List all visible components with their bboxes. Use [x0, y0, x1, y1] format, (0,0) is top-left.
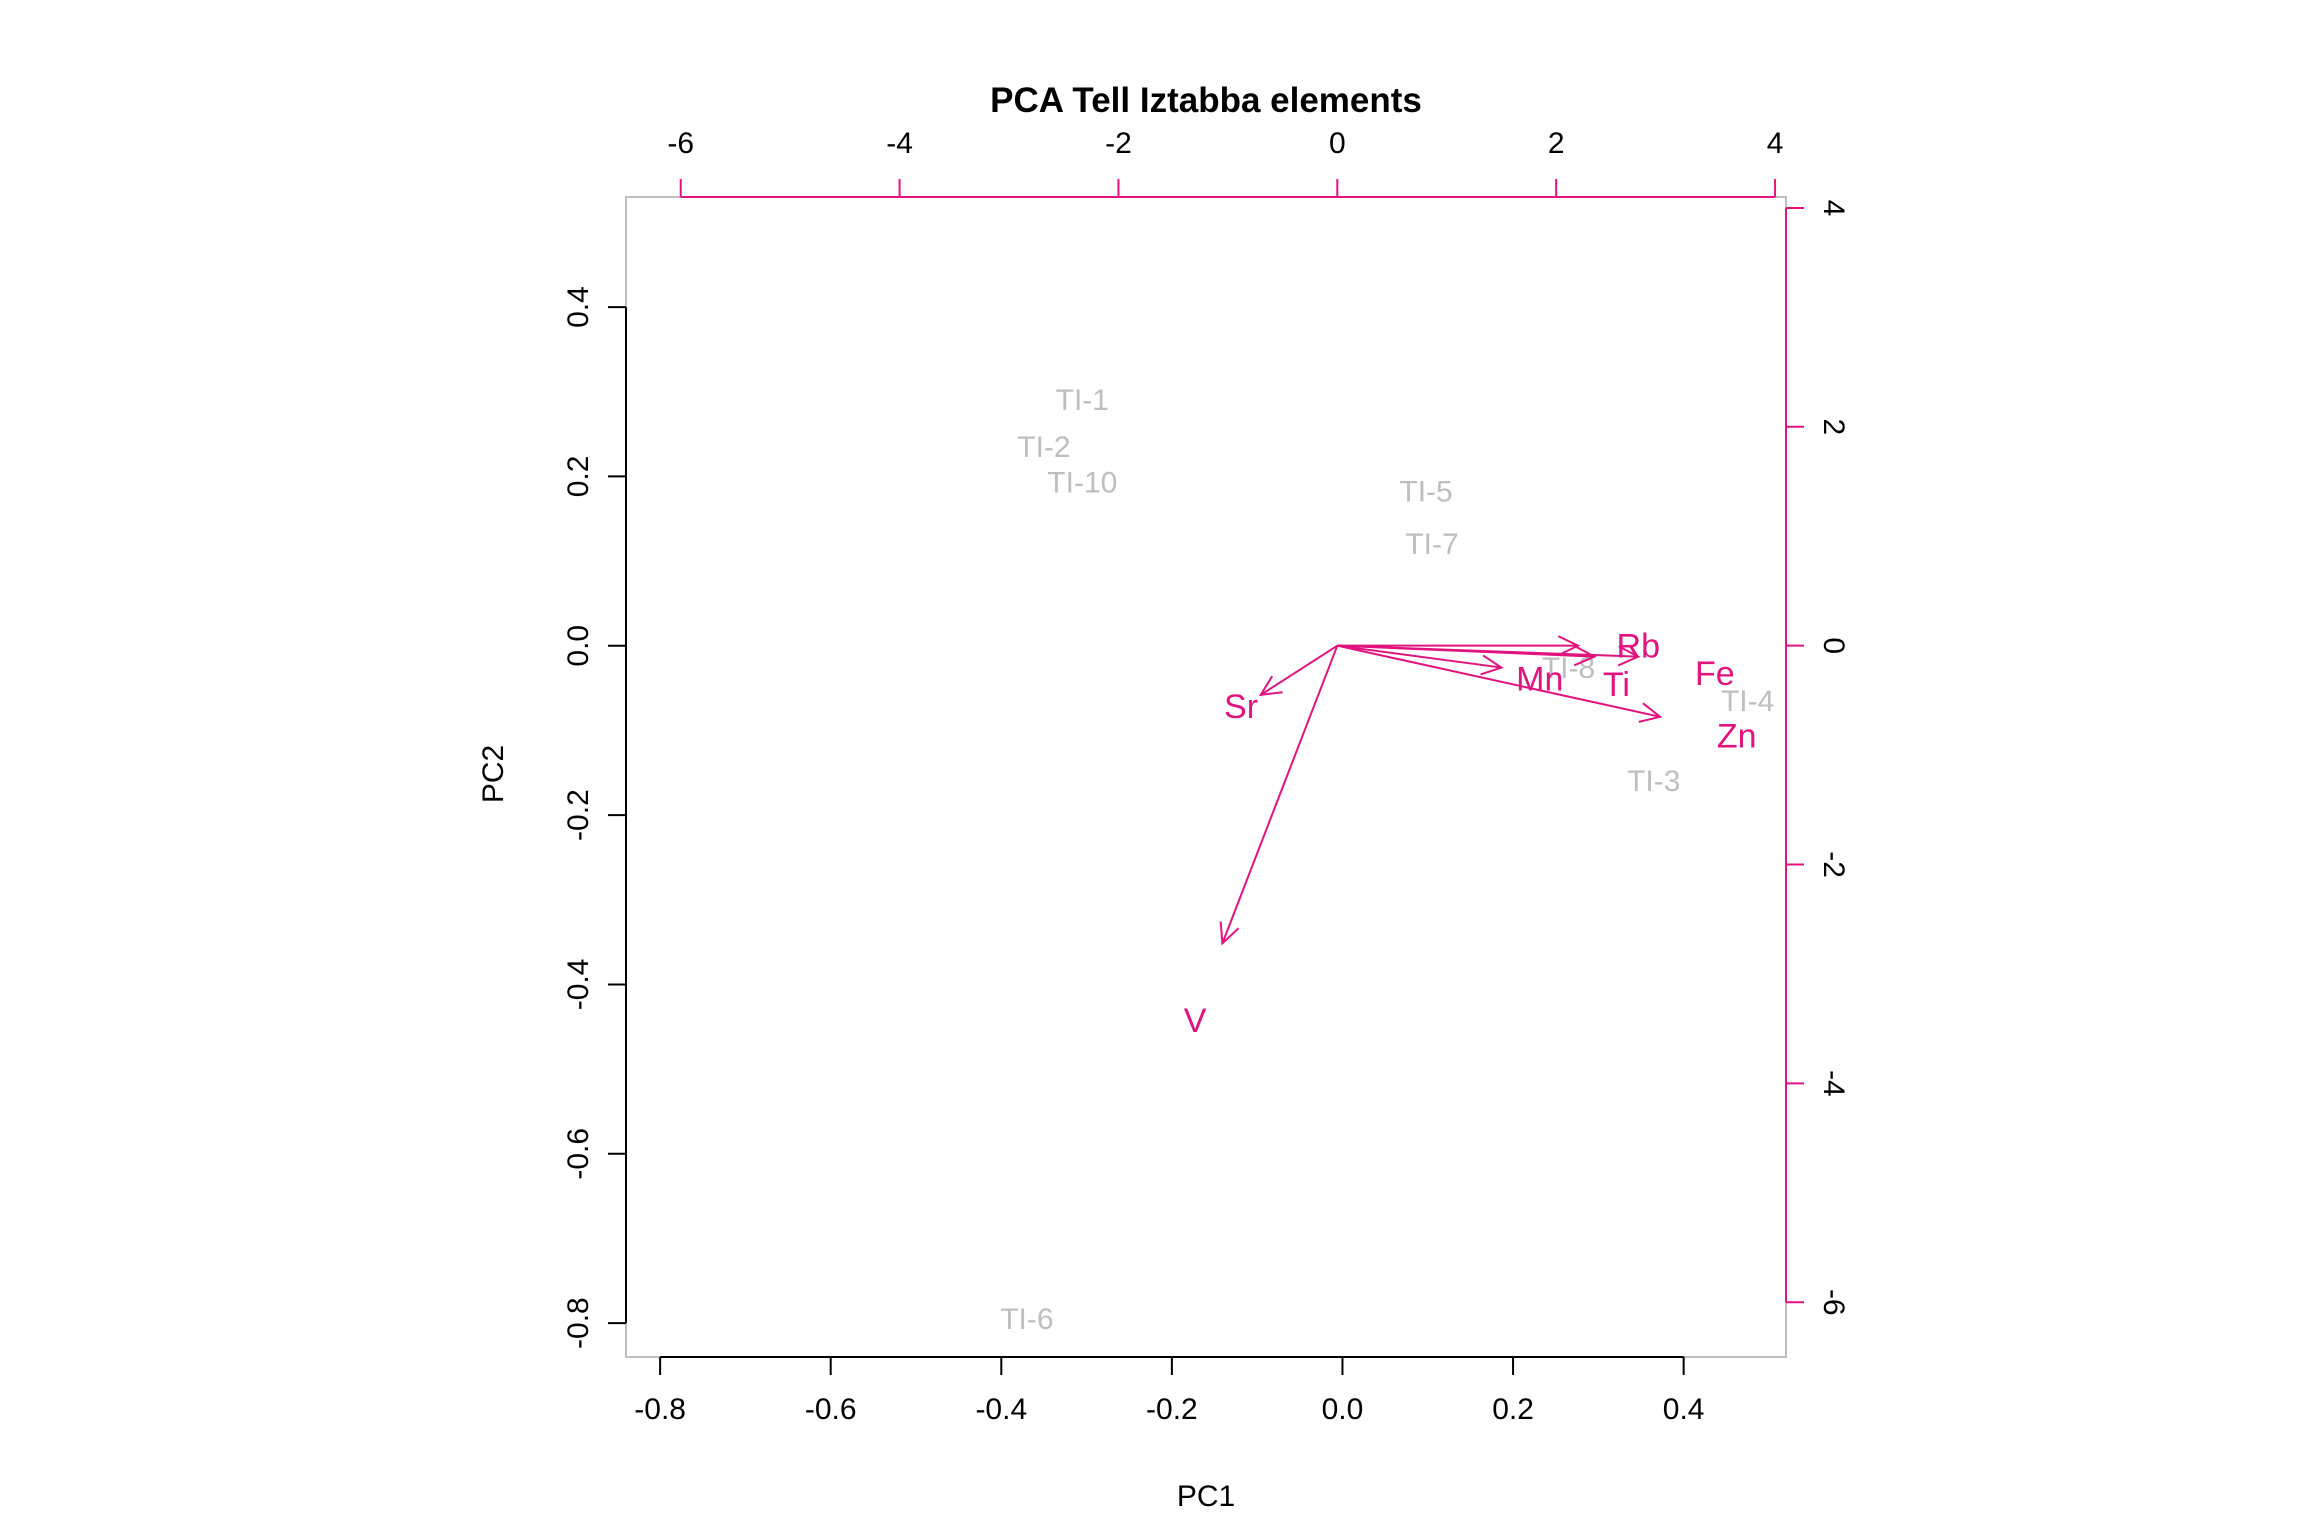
- top-tick-label: -4: [886, 127, 913, 160]
- loading-label: Sr: [1224, 688, 1258, 726]
- top-tick-label: -6: [667, 127, 694, 160]
- y-tick-label: 0.0: [562, 625, 595, 667]
- observation-labels: TI-1TI-2TI-10 TI-5TI-7TI-8TI-4TI-3TI-6: [1000, 384, 1774, 1336]
- observation-label: TI-5: [1399, 476, 1452, 509]
- observation-label: TI-4: [1721, 685, 1774, 718]
- y-tick-label: -0.6: [562, 1128, 595, 1180]
- arrow-head: [1219, 921, 1240, 946]
- loading-label: Mn: [1516, 661, 1563, 699]
- arrow-head: [1617, 645, 1641, 667]
- x-tick-label: 0.0: [1322, 1393, 1364, 1426]
- right-tick-label: 2: [1817, 418, 1850, 435]
- observation-label: TI-2: [1017, 431, 1070, 464]
- loading-label: Rb: [1617, 628, 1660, 666]
- x-tick-label: -0.2: [1146, 1393, 1198, 1426]
- loading-label: Ti: [1603, 666, 1630, 704]
- x-axis-top: -6 -4 -2 0 2 4: [667, 127, 1784, 198]
- loading-label: Fe: [1695, 655, 1735, 693]
- loading-arrows: [1219, 635, 1663, 946]
- y-tick-label: -0.2: [562, 789, 595, 841]
- x-tick-label: 0.4: [1663, 1393, 1705, 1426]
- right-tick-label: -6: [1817, 1289, 1850, 1316]
- arrow-head: [1573, 645, 1597, 667]
- observation-label: TI-10: [1047, 466, 1117, 499]
- y-axis-right: -6 -4 -2 0 2 4: [1785, 200, 1850, 1316]
- observation-label: TI-6: [1000, 1303, 1053, 1336]
- chart-title: PCA Tell Iztabba elements: [990, 81, 1422, 120]
- right-tick-label: -2: [1817, 851, 1850, 878]
- loading-label: V: [1184, 1002, 1207, 1040]
- y-tick-label: -0.8: [562, 1297, 595, 1349]
- arrow-head: [1480, 654, 1504, 676]
- y-tick-label: 0.4: [562, 286, 595, 328]
- arrow-head: [1258, 675, 1283, 697]
- right-tick-label: 0: [1817, 637, 1850, 654]
- loading-arrow-mn: [1337, 644, 1502, 669]
- top-tick-label: 2: [1548, 127, 1565, 160]
- loading-arrow-zn: [1337, 644, 1661, 718]
- top-tick-label: 0: [1329, 127, 1346, 160]
- loading-arrow-v: [1221, 645, 1339, 944]
- observation-label: TI-1: [1056, 384, 1109, 417]
- x-tick-label: -0.4: [975, 1393, 1027, 1426]
- observation-label: TI-7: [1405, 528, 1458, 561]
- loading-arrow-sr: [1260, 644, 1338, 696]
- arrow-head: [1557, 635, 1581, 657]
- right-tick-label: -4: [1817, 1070, 1850, 1097]
- x-axis-label: PC1: [1177, 1480, 1235, 1513]
- top-tick-label: -2: [1105, 127, 1132, 160]
- loading-label: Zn: [1717, 717, 1757, 755]
- arrow-head: [1638, 702, 1663, 723]
- x-tick-label: -0.6: [805, 1393, 857, 1426]
- right-tick-label: 4: [1817, 200, 1850, 217]
- x-axis-bottom: -0.8 -0.6 -0.4 -0.2 0.0 0.2 0.4: [634, 1356, 1705, 1426]
- y-axis-label: PC2: [477, 745, 510, 803]
- loading-labels: Rb Fe Ti Mn Zn Sr V: [1184, 628, 1757, 1040]
- y-axis-left: -0.8 -0.6 -0.4 -0.2 0.0 0.2 0.4: [562, 286, 627, 1349]
- y-tick-label: 0.2: [562, 456, 595, 498]
- top-tick-label: 4: [1767, 127, 1784, 160]
- y-tick-label: -0.4: [562, 959, 595, 1011]
- x-tick-label: 0.2: [1492, 1393, 1534, 1426]
- loading-arrow-ti: [1337, 644, 1595, 658]
- plot-frame: [625, 196, 1787, 1358]
- x-tick-label: -0.8: [634, 1393, 686, 1426]
- observation-label: TI-3: [1627, 765, 1680, 798]
